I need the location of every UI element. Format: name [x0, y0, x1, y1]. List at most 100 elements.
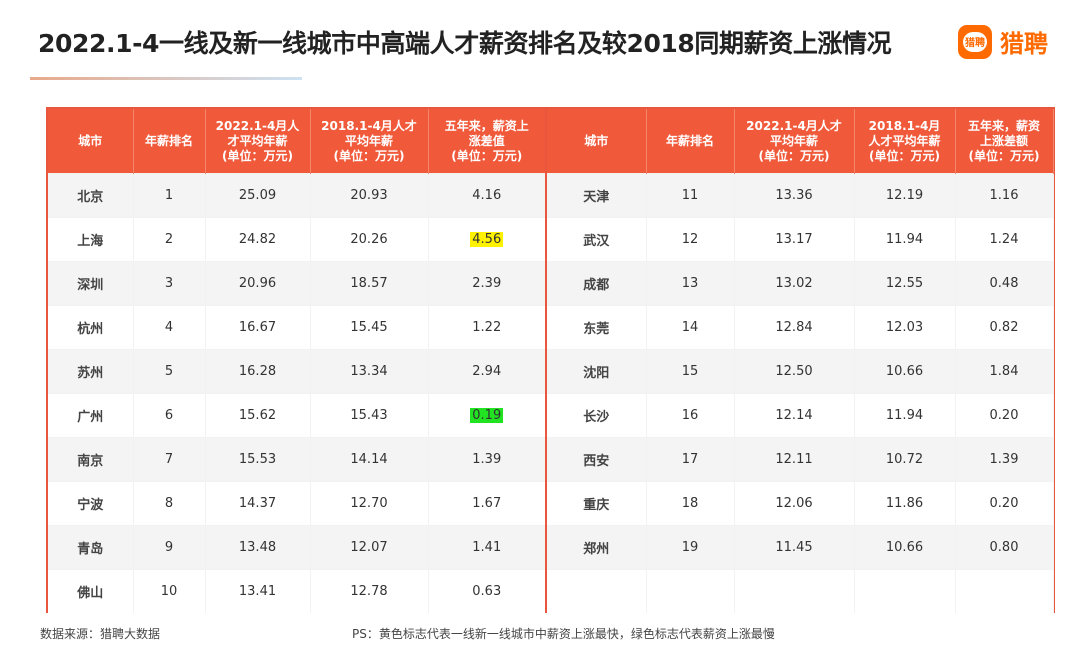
table-cell: 0.19	[428, 393, 547, 438]
column-header-line: 2022.1-4月人	[215, 118, 300, 133]
table-row: 南京 7 15.53 14.14 1.39 西安 17 12.11 10.72 1.39	[48, 437, 1054, 482]
city-cell: 上海	[48, 217, 134, 262]
table-cell	[854, 569, 956, 613]
table-cell: 0.20	[955, 481, 1054, 526]
column-header: 城市	[48, 109, 134, 174]
column-header-line: (单位：万元)	[333, 148, 405, 163]
column-header: 2022.1-4月人才平均年薪(单位：万元)	[734, 109, 855, 174]
table-cell: 15.43	[310, 393, 429, 438]
table-cell: 4	[133, 305, 206, 350]
column-header: 五年来，薪资 上涨差额 (单位：万元)	[955, 109, 1054, 174]
table-cell: 10	[133, 569, 206, 613]
column-header-line: (单位：万元)	[451, 148, 523, 163]
column-header-line: 上涨差额	[979, 133, 1028, 148]
column-header-line: 2018.1-4月人才	[321, 118, 417, 133]
column-header-line: 年薪排名	[665, 133, 714, 148]
title-underline	[30, 77, 302, 80]
table-cell: 9	[133, 525, 206, 570]
city-cell: 西安	[546, 437, 647, 482]
table-cell: 11	[646, 173, 735, 218]
table-cell: 11.45	[734, 525, 855, 570]
table-cell: 13.17	[734, 217, 855, 262]
table-cell: 1	[133, 173, 206, 218]
table-cell: 12.70	[310, 481, 429, 526]
table-header-row: 城市 年薪排名 2022.1-4月人 才平均年薪 (单位：万元) 2018.1-4月人才平…	[48, 109, 1054, 174]
table-cell: 15.45	[310, 305, 429, 350]
table-cell: 14	[646, 305, 735, 350]
table-cell: 3	[133, 261, 206, 306]
table-cell: 5	[133, 349, 206, 394]
table-row: 北京 1 25.09 20.93 4.16 天津 11 13.36 12.19 1.16	[48, 173, 1054, 218]
table-cell: 12	[646, 217, 735, 262]
table-cell: 11.94	[854, 393, 956, 438]
table-cell: 0.82	[955, 305, 1054, 350]
table-row: 苏州 5 16.28 13.34 2.94 沈阳 15 12.50 10.66 1.84	[48, 349, 1054, 394]
table-cell: 13.48	[205, 525, 311, 570]
table-cell: 20.96	[205, 261, 311, 306]
table-cell: 15.53	[205, 437, 311, 482]
table-cell: 8	[133, 481, 206, 526]
table-row: 佛山 10 13.41 12.78 0.63	[48, 569, 1054, 613]
table-cell: 13.41	[205, 569, 311, 613]
city-cell: 深圳	[48, 261, 134, 306]
table-cell: 7	[133, 437, 206, 482]
city-cell: 宁波	[48, 481, 134, 526]
table-cell	[646, 569, 735, 613]
table-cell: 12.19	[854, 173, 956, 218]
table-cell: 16.67	[205, 305, 311, 350]
table-cell: 0.80	[955, 525, 1054, 570]
table-cell: 12.84	[734, 305, 855, 350]
footnote: PS：黄色标志代表一线新一线城市中薪资上涨最快，绿色标志代表薪资上涨最慢	[352, 627, 775, 641]
table-row: 广州 6 15.62 15.43 0.19 长沙 16 12.14 11.94 0.20	[48, 393, 1054, 438]
table-cell: 12.06	[734, 481, 855, 526]
table-cell: 2.39	[428, 261, 547, 306]
table-cell: 10.66	[854, 349, 956, 394]
table-cell: 16	[646, 393, 735, 438]
table-cell	[734, 569, 855, 613]
table-cell: 2.94	[428, 349, 547, 394]
column-header-line: 城市	[78, 133, 103, 148]
column-header-line: (单位：万元)	[222, 148, 293, 163]
column-header: 2018.1-4月人才平均年薪(单位：万元)	[310, 109, 429, 174]
city-cell: 杭州	[48, 305, 134, 350]
column-header-line: 涨差值	[468, 133, 505, 148]
table-cell: 11.94	[854, 217, 956, 262]
table-cell: 11.86	[854, 481, 956, 526]
city-cell: 青岛	[48, 525, 134, 570]
table-cell	[955, 569, 1054, 613]
table-row: 杭州 4 16.67 15.45 1.22 东莞 14 12.84 12.03 0.82	[48, 305, 1054, 350]
table-cell: 12.78	[310, 569, 429, 613]
table-cell: 0.63	[428, 569, 547, 613]
column-header-line: 2018.1-4月	[868, 118, 941, 133]
table-cell: 10.72	[854, 437, 956, 482]
table-cell: 14.14	[310, 437, 429, 482]
column-header-line: (单位：万元)	[968, 148, 1040, 163]
logo-badge-text: 猎聘	[963, 31, 987, 52]
column-header: 2018.1-4月人才平均年薪(单位：万元)	[854, 109, 956, 174]
city-cell	[546, 569, 647, 613]
table-cell: 12.07	[310, 525, 429, 570]
liepin-logo-icon: 猎聘	[958, 24, 992, 59]
table-cell: 1.84	[955, 349, 1054, 394]
table-row: 宁波 8 14.37 12.70 1.67 重庆 18 12.06 11.86 0.20	[48, 481, 1054, 526]
table-cell: 13.36	[734, 173, 855, 218]
table-cell: 1.67	[428, 481, 547, 526]
table-cell: 20.93	[310, 173, 429, 218]
table-row: 青岛 9 13.48 12.07 1.41 郑州 19 11.45 10.66 0.80	[48, 525, 1054, 570]
table-cell: 12.11	[734, 437, 855, 482]
city-cell: 成都	[546, 261, 647, 306]
table-cell: 20.26	[310, 217, 429, 262]
column-header: 年薪排名	[646, 109, 735, 174]
city-cell: 郑州	[546, 525, 647, 570]
salary-table: 城市 年薪排名 2022.1-4月人 才平均年薪 (单位：万元) 2018.1-4月人才平…	[48, 109, 1054, 613]
table-cell: 18	[646, 481, 735, 526]
table-cell: 13	[646, 261, 735, 306]
table-row: 深圳 3 20.96 18.57 2.39 成都 13 13.02 12.55 0.48	[48, 261, 1054, 306]
city-cell: 苏州	[48, 349, 134, 394]
column-header-line: 五年来，薪资上	[444, 118, 529, 133]
city-cell: 北京	[48, 173, 134, 218]
table-cell: 16.28	[205, 349, 311, 394]
column-header-line: 年薪排名	[144, 133, 193, 148]
table-cell: 1.39	[955, 437, 1054, 482]
column-header: 城市	[546, 109, 647, 174]
